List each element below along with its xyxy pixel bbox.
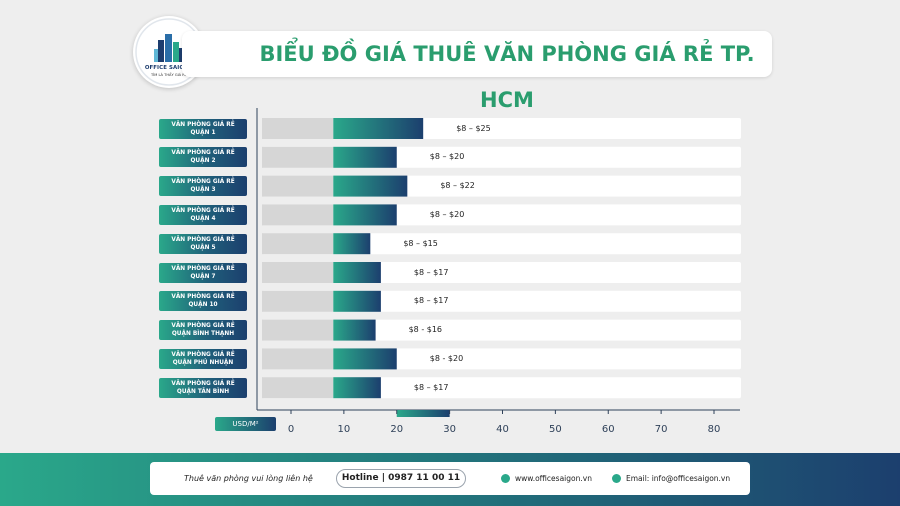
bar-base xyxy=(262,204,334,226)
x-tick-label: 0 xyxy=(287,424,295,435)
category-label-line1: VĂN PHÒNG GIÁ RẺ xyxy=(171,121,235,128)
x-tick-label: 40 xyxy=(496,424,509,435)
x-tick-label: 30 xyxy=(443,424,456,435)
category-label-line1: VĂN PHÒNG GIÁ RẺ xyxy=(171,179,235,186)
category-label: VĂN PHÒNG GIÁ RẺ QUẬN 5 xyxy=(159,233,247,254)
bar-base xyxy=(262,319,334,341)
bar-base xyxy=(262,233,334,255)
category-label: VĂN PHÒNG GIÁ RẺ QUẬN 7 xyxy=(159,262,247,283)
data-label: $8 – $20 xyxy=(429,152,465,162)
category-label-line1: VĂN PHÒNG GIÁ RẺ xyxy=(171,294,235,301)
x-tick-label: 20 xyxy=(390,424,404,435)
bar-base xyxy=(262,262,334,283)
category-label-line2: QUẬN 10 xyxy=(188,302,218,309)
bar-range xyxy=(333,204,397,226)
title-card: BIỂU ĐỒ GIÁ THUÊ VĂN PHÒNG GIÁ RẺ TP. HC… xyxy=(182,31,772,112)
data-label: $8 - $16 xyxy=(408,325,443,335)
category-label-line1: VĂN PHÒNG GIÁ RẺ xyxy=(171,265,235,272)
bar-base xyxy=(262,118,334,139)
bar-track xyxy=(262,262,741,283)
globe-icon xyxy=(501,474,510,483)
footer-contact-card: Thuê văn phòng vui lòng liên hệ Hotline … xyxy=(150,462,750,495)
footer-contact-text: Thuê văn phòng vui lòng liên hệ xyxy=(184,474,313,483)
category-label-line2: QUẬN 3 xyxy=(190,187,216,194)
category-label: VĂN PHÒNG GIÁ RẺ QUẬN PHÚ NHUẬN xyxy=(159,348,247,369)
category-label-line2: QUẬN 2 xyxy=(190,158,216,165)
logo-name: OFFICE SAIGON xyxy=(144,65,194,71)
category-label-line1: VĂN PHÒNG GIÁ RẺ xyxy=(171,150,235,157)
category-label-line2: QUẬN 4 xyxy=(190,215,216,222)
category-label-line2: QUẬN PHÚ NHUẬN xyxy=(172,359,234,366)
bar-range xyxy=(333,377,381,399)
bar-range xyxy=(333,290,381,312)
bar-track xyxy=(262,290,741,312)
data-label: $8 – $15 xyxy=(403,238,438,248)
category-label: VĂN PHÒNG GIÁ RẺ QUẬN 1 xyxy=(159,118,247,139)
bar-base xyxy=(262,146,334,168)
category-label-line2: QUẬN 5 xyxy=(190,244,216,251)
data-label: $8 – $17 xyxy=(413,267,449,277)
x-tick-label: 70 xyxy=(654,424,668,435)
hotline-button[interactable]: Hotline | 0987 11 00 11 xyxy=(336,469,466,488)
data-label: $8 – $17 xyxy=(413,382,449,392)
website-link[interactable]: www.officesaigon.vn xyxy=(515,474,592,483)
category-label-line2: QUẬN BÌNH THẠNH xyxy=(171,331,235,338)
category-label-line1: VĂN PHÒNG GIÁ RẺ xyxy=(171,207,235,214)
category-label-line2: QUẬN 7 xyxy=(190,273,216,280)
bar-base xyxy=(262,290,334,312)
x-tick-label: 50 xyxy=(549,424,562,435)
category-label-line1: VĂN PHÒNG GIÁ RẺ xyxy=(171,380,235,387)
chart-title: BIỂU ĐỒ GIÁ THUÊ VĂN PHÒNG GIÁ RẺ TP. HC… xyxy=(259,42,755,112)
category-label-line1: VĂN PHÒNG GIÁ RẺ xyxy=(171,351,235,358)
category-label-line1: VĂN PHÒNG GIÁ RẺ xyxy=(171,323,235,330)
bar-range xyxy=(333,175,408,197)
bar-base xyxy=(262,377,334,399)
category-label: VĂN PHÒNG GIÁ RẺ QUẬN 4 xyxy=(159,204,247,225)
category-label-line2: QUẬN TÂN BÌNH xyxy=(176,388,230,395)
bar-range xyxy=(333,146,397,168)
data-label: $8 – $22 xyxy=(440,181,475,191)
category-label: VĂN PHÒNG GIÁ RẺ QUẬN BÌNH THẠNH xyxy=(159,320,247,341)
bar-track xyxy=(262,319,741,341)
bar-range xyxy=(333,348,397,370)
x-tick-label: 10 xyxy=(337,424,351,435)
email-link[interactable]: Email: info@officesaigon.vn xyxy=(626,474,731,483)
x-tick-label: 60 xyxy=(601,424,615,435)
data-label: $8 – $25 xyxy=(456,123,491,133)
data-label: $8 – $17 xyxy=(413,296,449,306)
email-icon xyxy=(612,474,621,483)
axis-accent-bar xyxy=(396,410,450,417)
category-label-line1: VĂN PHÒNG GIÁ RẺ xyxy=(171,236,235,243)
category-label-line2: QUẬN 1 xyxy=(190,129,216,136)
data-label: $8 - $20 xyxy=(429,353,464,363)
bar-base xyxy=(262,175,334,197)
bar-track xyxy=(262,377,741,399)
bar-range xyxy=(333,233,371,255)
category-label: VĂN PHÒNG GIÁ RẺ QUẬN 3 xyxy=(159,176,247,197)
category-label: VĂN PHÒNG GIÁ RẺ QUẬN 2 xyxy=(159,147,247,168)
bar-base xyxy=(262,348,334,370)
bar-range xyxy=(333,262,381,283)
x-axis-unit-label: USD/M² xyxy=(215,417,276,431)
x-tick-label: 80 xyxy=(707,424,721,435)
bar-track xyxy=(262,233,741,255)
logo-tagline: TÌM LÀ THẤY GIÁ RẺ xyxy=(150,73,188,77)
bar-range xyxy=(333,118,424,139)
category-label: VĂN PHÒNG GIÁ RẺ QUẬN 10 xyxy=(159,291,247,312)
category-label: VĂN PHÒNG GIÁ RẺ QUẬN TÂN BÌNH xyxy=(159,377,247,398)
bar-range xyxy=(333,319,376,341)
data-label: $8 – $20 xyxy=(429,209,465,219)
